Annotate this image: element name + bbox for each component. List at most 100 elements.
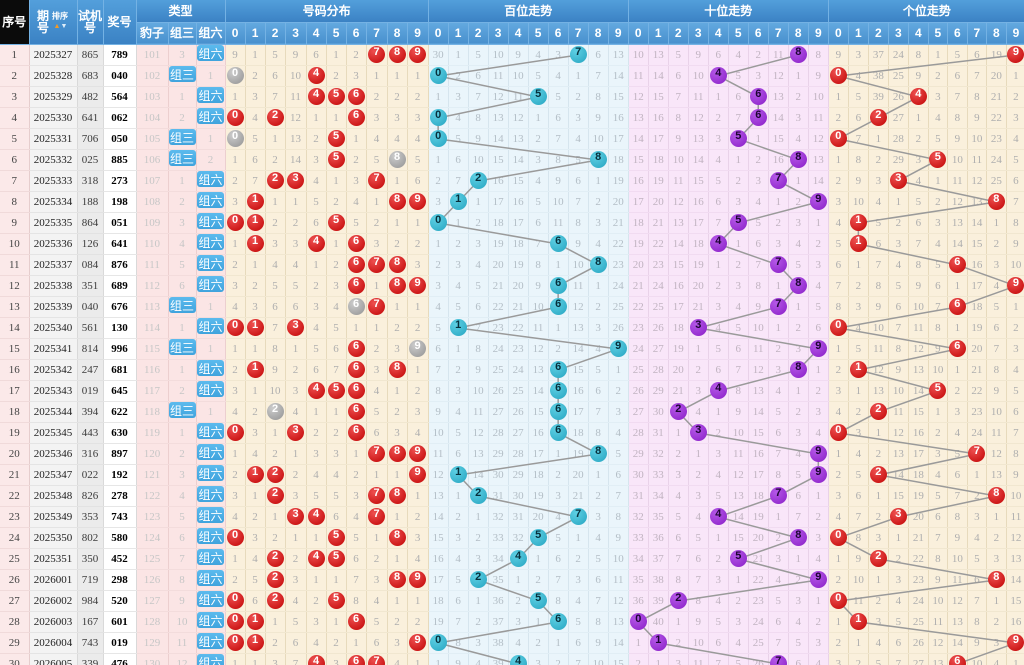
tens-cell-2: 8: [668, 107, 689, 129]
units-cell-4: 27: [908, 653, 929, 665]
dist-cell-3: 2: [285, 359, 307, 381]
hundreds-cell-9: 22: [608, 233, 629, 255]
dist-cell-4: 3: [306, 296, 327, 318]
zuliu-cell: 1: [196, 401, 226, 423]
tens-cell-3: 10: [688, 65, 709, 87]
units-cell-5: 7: [928, 296, 948, 318]
dist-cell-7: 1: [366, 527, 388, 549]
dist-cell-7: 7: [366, 44, 388, 66]
tens-cell-5: 4: [728, 44, 749, 66]
tens-cell-1: 16: [648, 107, 669, 129]
dist-cell-4: 2: [306, 275, 327, 297]
dist-cell-3: 7: [285, 653, 307, 665]
sort-asc-icon[interactable]: ▲: [53, 23, 61, 31]
dist-hit-circle: 9: [409, 193, 427, 211]
period-cell: 2025349: [29, 506, 78, 528]
tens-cell-2: 5: [668, 44, 689, 66]
hundreds-cell-3: 22: [488, 296, 509, 318]
dist-cell-3: 3: [285, 506, 307, 528]
tens-cell-0: 20: [627, 254, 649, 276]
hundreds-cell-6: 3: [548, 44, 569, 66]
zuliu-chip: 组六: [197, 590, 225, 607]
tens-cell-4: 3: [708, 443, 729, 465]
units-cell-0: 0: [827, 590, 849, 612]
tens-trend-circle: 8: [789, 277, 807, 295]
zuliu-cell: 组六: [196, 527, 226, 549]
dist-cell-2: 8: [265, 338, 286, 360]
units-cell-0: 2: [827, 107, 849, 129]
dist-cell-3: 3: [285, 422, 307, 444]
tens-cell-3: 13: [688, 128, 709, 150]
units-cell-1: 1: [848, 359, 869, 381]
units-cell-3: 28: [888, 128, 909, 150]
tens-cell-1: 20: [648, 191, 669, 213]
units-cell-2: 3: [868, 611, 889, 633]
units-trend-circle: 4: [909, 88, 927, 106]
tens-cell-9: 9: [808, 191, 829, 213]
tens-cell-9: 1: [808, 590, 829, 612]
zusan-chip: 组三: [168, 65, 195, 82]
tens-cell-0: 30: [627, 464, 649, 486]
hundreds-cell-8: 6: [588, 380, 609, 402]
hundreds-cell-0: 6: [427, 338, 449, 360]
tens-trend-circle: 1: [649, 634, 667, 652]
hundreds-cell-8: 10: [588, 653, 609, 665]
seq-cell: 17: [0, 380, 30, 402]
dist-cell-0: 3: [224, 380, 246, 402]
hundreds-cell-7: 10: [568, 254, 589, 276]
tens-cell-0: 16: [627, 170, 649, 192]
dist-cell-1: 2: [245, 401, 266, 423]
period-sort-control[interactable]: 排序 ▲▼: [51, 12, 69, 31]
prize-number-cell: 452: [103, 548, 137, 570]
period-cell: 2025342: [29, 359, 78, 381]
prize-number-cell: 520: [103, 590, 137, 612]
units-cell-1: 1: [848, 611, 869, 633]
dist-cell-7: 4: [366, 128, 388, 150]
tens-cell-9: 14: [808, 170, 829, 192]
hundreds-cell-0: 3: [427, 191, 449, 213]
zusan-cell: 组三: [168, 338, 197, 360]
dist-double-circle: 0: [226, 67, 244, 85]
sort-arrows[interactable]: ▲▼: [54, 20, 68, 31]
units-cell-9: 16: [1006, 611, 1024, 633]
hundreds-cell-6: 4: [548, 506, 569, 528]
units-trend-circle: 0: [829, 130, 847, 148]
tens-cell-1: 40: [648, 611, 669, 633]
hundreds-cell-6: 6: [548, 359, 569, 381]
hundreds-cell-1: 3: [448, 254, 469, 276]
hundreds-trend-circle: 6: [549, 382, 567, 400]
dist-double-circle: 0: [226, 130, 244, 148]
table-row: 28 2026003 167 601 128 10 组六 0 1 1 5 3 1 6 5 2 2 19 7 2 37 3 1…: [0, 611, 1024, 633]
dist-cell-4: 1: [306, 107, 327, 129]
units-cell-8: 1: [986, 212, 1007, 234]
tens-trend-circle: 7: [769, 298, 787, 316]
digit-header-ge-0: 0: [828, 22, 849, 45]
units-cell-0: 9: [827, 44, 849, 66]
tens-cell-4: 6: [708, 44, 729, 66]
hundreds-cell-5: 19: [528, 485, 549, 507]
hundreds-cell-7: 8: [568, 212, 589, 234]
dist-cell-5: 5: [326, 317, 347, 339]
units-cell-5: 2: [928, 191, 948, 213]
tens-cell-4: 3: [708, 128, 729, 150]
tens-cell-7: 14: [768, 107, 789, 129]
dist-hit-circle: 6: [347, 88, 365, 106]
tens-cell-4: 5: [708, 611, 729, 633]
sort-desc-icon[interactable]: ▼: [60, 23, 68, 31]
dist-cell-2: 2: [265, 170, 286, 192]
digit-header-dist-5: 5: [326, 22, 347, 45]
zuliu-chip: 组六: [197, 443, 225, 460]
hundreds-cell-0: 7: [427, 359, 449, 381]
units-cell-1: 4: [848, 65, 869, 87]
hundreds-cell-3: 38: [488, 632, 509, 654]
type-subheader-1: 组三: [168, 22, 197, 45]
digit-header-bai-9: 9: [608, 22, 629, 45]
dist-cell-1: 4: [245, 107, 266, 129]
zuliu-chip: 组六: [197, 359, 225, 376]
tens-cell-5: 12: [728, 464, 749, 486]
units-cell-9: 9: [1006, 233, 1024, 255]
units-cell-4: 1: [908, 107, 929, 129]
units-cell-8: 3: [986, 548, 1007, 570]
units-cell-6: 6: [947, 653, 968, 665]
tens-cell-0: 31: [627, 485, 649, 507]
